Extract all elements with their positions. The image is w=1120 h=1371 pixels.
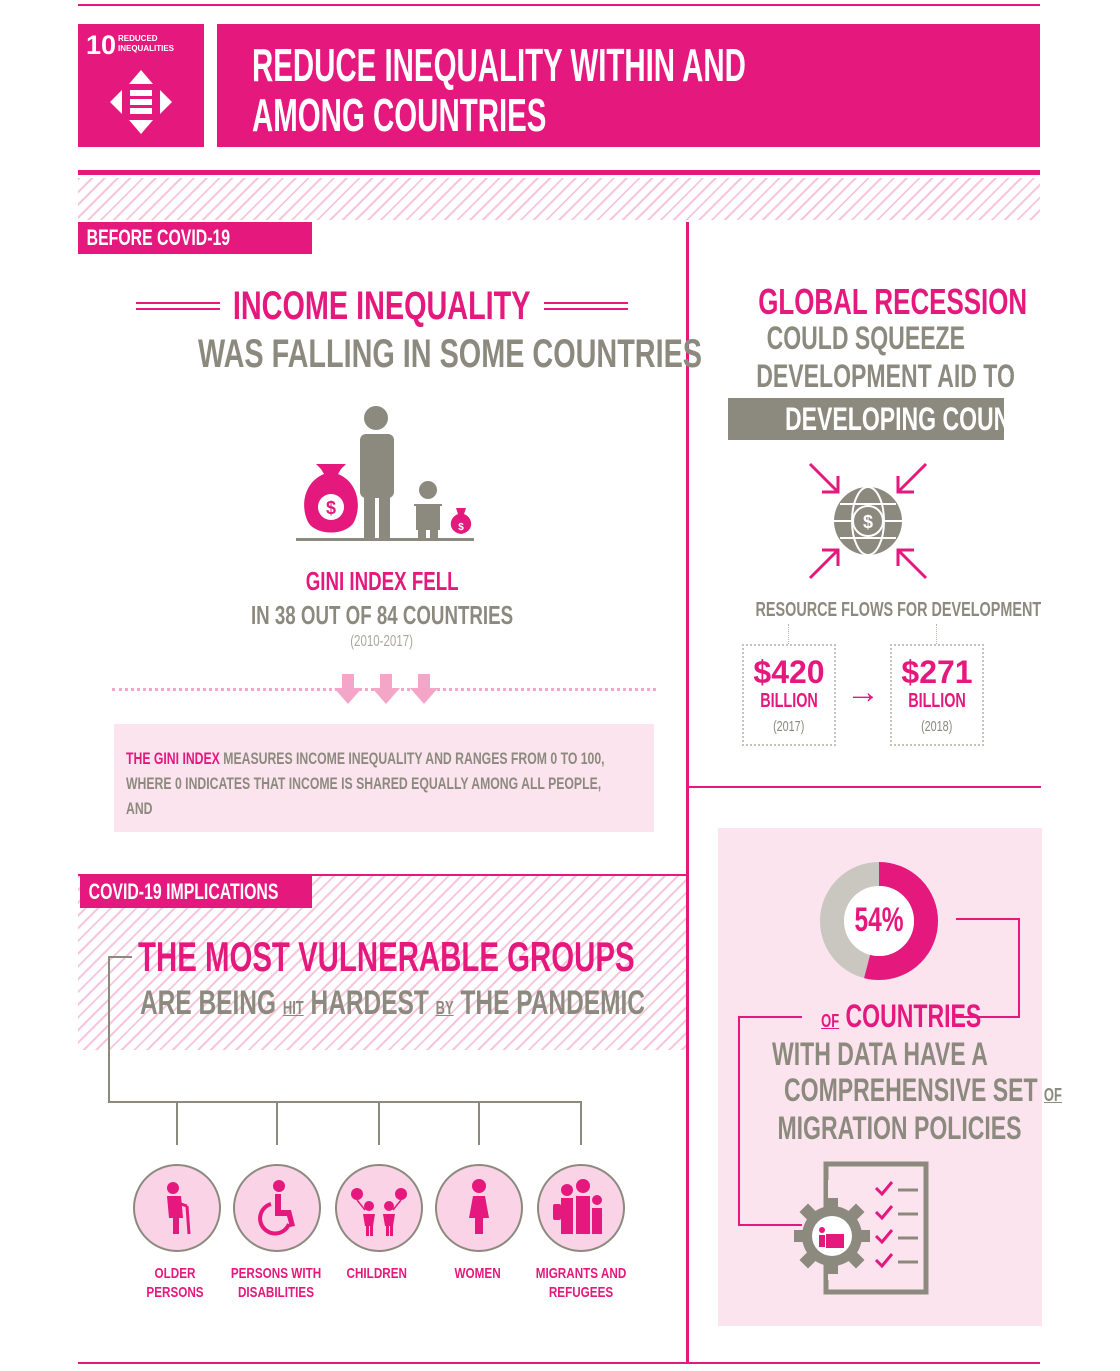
policy-checklist-icon [794,1161,929,1295]
header-rule [78,170,1040,175]
percent-donut [820,862,938,980]
recession-line3: DEVELOPMENT AID TO [756,358,1015,394]
flow-arrow-icon: → [846,673,880,711]
equality-icon [110,70,172,134]
hatched-band [78,178,1040,220]
older-persons-icon [133,1164,221,1252]
gini-note-text: THE GINI INDEX MEASURES INCOME INEQUALIT… [126,749,605,818]
migration-line3: COMPREHENSIVE SET OF [784,1072,1062,1108]
flow-2018-unit: BILLION [908,690,966,712]
covid-implications-tag: COVID-19 IMPLICATIONS [80,876,312,908]
migration-line4: MIGRATION POLICIES [777,1110,1022,1146]
vulnerable-subheadline: ARE BEING HIT HARDEST BY THE PANDEMIC [140,984,645,1022]
recession-line2: COULD SQUEEZE [766,320,966,356]
page-title-line2: AMONG COUNTRIES [252,89,547,141]
sdg-goal-logo: 10 REDUCED INEQUALITIES [78,24,204,147]
svg-text:$: $ [326,498,336,518]
flow-connector-left [788,624,789,644]
svg-text:$: $ [458,522,464,533]
connector-migrants [580,1101,582,1145]
income-headline: INCOME INEQUALITY [233,284,531,328]
covid-rule [78,874,686,876]
gini-stat-years: (2010-2017) [350,633,414,650]
globe-squeeze-icon: $ [808,462,928,580]
income-subheadline: WAS FALLING IN SOME COUNTRIES [198,332,703,376]
flow-2017-year: (2017) [773,718,805,735]
recession-headline: GLOBAL RECESSION [758,281,1028,322]
gini-stat-detail: IN 38 OUT OF 84 COUNTRIES [250,600,514,630]
right-divider [689,786,1041,788]
group-label-older: OLDER PERSONS [146,1265,204,1301]
gini-stat-headline: GINI INDEX FELL [305,566,459,596]
group-label-disabilities: PERSONS WITH DISABILITIES [230,1265,322,1301]
resource-flows-label: RESOURCE FLOWS FOR DEVELOPMENT [755,599,1042,621]
flow-2018-box: $271 BILLION (2018) [890,644,984,746]
income-headline-lines [136,302,628,316]
connector-older [176,1101,178,1145]
flow-2018-year: (2018) [921,718,953,735]
goal-name: REDUCED INEQUALITIES [118,34,175,53]
groups-bracket [108,956,132,1102]
group-label-children: CHILDREN [346,1265,408,1282]
flow-2017-box: $420 BILLION (2017) [742,644,836,746]
percent-label: 54% [854,901,904,939]
goal-number: 10 [86,30,117,60]
migration-connector-left [738,1016,802,1226]
flow-2017-amount: $420 [753,654,825,690]
group-label-migrants: MIGRANTS AND REFUGEES [535,1265,627,1301]
connector-disabilities [276,1101,278,1145]
bottom-rule [78,1362,1040,1364]
children-icon [335,1164,423,1252]
migrants-and-refugees-icon [537,1164,625,1252]
before-covid-tag: BEFORE COVID-19 [78,222,312,254]
migration-line2: WITH DATA HAVE A [771,1036,988,1072]
migration-line1: OF COUNTRIES [821,998,982,1034]
connector-children [378,1101,380,1145]
women-icon [435,1164,523,1252]
group-label-women: WOMEN [454,1265,502,1282]
developing-countries-badge: DEVELOPING COUNTRIES [728,398,1078,440]
down-arrows-icon [334,674,438,704]
groups-bracket-bottom [108,1101,582,1103]
top-rule [78,4,1040,6]
flow-2018-amount: $271 [901,654,973,690]
persons-with-disabilities-icon [233,1164,321,1252]
migration-connector-top [956,918,1020,1018]
page-title-line1: REDUCE INEQUALITY WITHIN AND [252,39,746,91]
gini-note-box: THE GINI INDEX MEASURES INCOME INEQUALIT… [114,724,654,832]
column-divider [686,222,689,1362]
connector-women [478,1101,480,1145]
family-money-icon: $ $ [296,406,474,541]
svg-text:$: $ [863,512,873,532]
flow-2017-unit: BILLION [760,690,818,712]
flow-connector-right [936,624,937,644]
vulnerable-headline: THE MOST VULNERABLE GROUPS [138,933,635,980]
title-banner: REDUCE INEQUALITY WITHIN AND AMONG COUNT… [217,24,1040,147]
